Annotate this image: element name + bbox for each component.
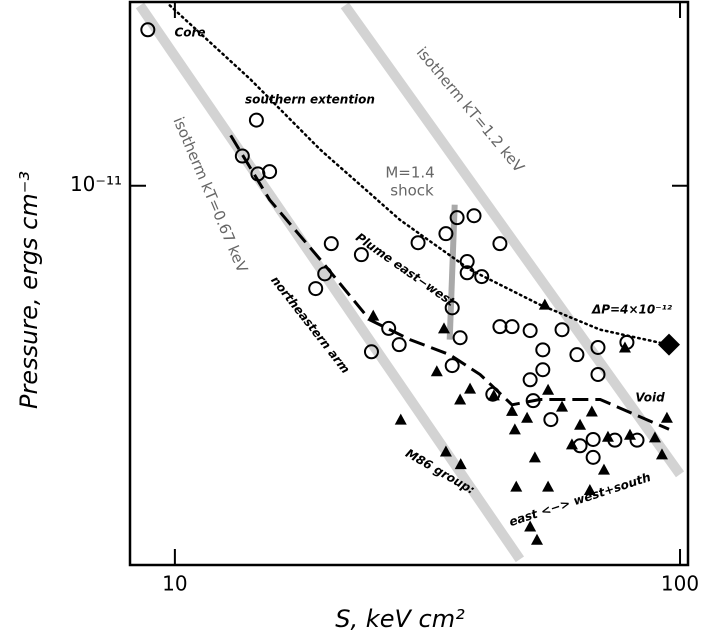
point bbox=[508, 423, 521, 435]
point bbox=[535, 342, 551, 358]
x-axis-label: S, keV cm² bbox=[335, 605, 465, 633]
annotation: isotherm kT=0.67 keV bbox=[169, 114, 251, 276]
annotation: isotherm kT=1.2 keV bbox=[413, 43, 529, 176]
point bbox=[574, 418, 587, 430]
point bbox=[317, 266, 333, 282]
point bbox=[583, 483, 596, 495]
point bbox=[262, 164, 278, 180]
point bbox=[464, 382, 477, 394]
point bbox=[474, 269, 490, 285]
curve bbox=[340, 2, 685, 478]
point bbox=[525, 393, 541, 409]
point bbox=[410, 235, 426, 251]
annotation: Core bbox=[174, 26, 205, 40]
point bbox=[308, 281, 324, 297]
point bbox=[459, 254, 475, 270]
point bbox=[437, 322, 450, 334]
point bbox=[524, 520, 537, 532]
point bbox=[449, 210, 465, 226]
point bbox=[140, 22, 156, 38]
point bbox=[444, 300, 460, 316]
point bbox=[248, 112, 264, 128]
point bbox=[391, 337, 407, 353]
point bbox=[367, 309, 380, 321]
point bbox=[618, 341, 631, 353]
x-tick-label: 10 bbox=[162, 572, 187, 596]
point bbox=[459, 265, 475, 281]
point bbox=[660, 411, 673, 423]
curve bbox=[446, 204, 458, 340]
annotation: M=1.4 bbox=[385, 164, 434, 182]
annotation: ΔP=4×10⁻¹² bbox=[591, 303, 673, 317]
point bbox=[623, 428, 636, 440]
point bbox=[492, 319, 508, 335]
curve bbox=[168, 4, 671, 346]
annotation: shock bbox=[390, 182, 434, 200]
point bbox=[655, 448, 668, 460]
point bbox=[554, 322, 570, 338]
point bbox=[569, 347, 585, 363]
point bbox=[353, 247, 369, 263]
point bbox=[452, 330, 468, 346]
point bbox=[381, 320, 397, 336]
annotation: M86 group: bbox=[403, 446, 477, 497]
point bbox=[510, 480, 523, 492]
point bbox=[430, 365, 443, 377]
point bbox=[492, 236, 508, 252]
point bbox=[487, 389, 500, 401]
annotation: Plume east−west bbox=[353, 230, 458, 310]
point bbox=[585, 431, 601, 447]
point bbox=[439, 445, 452, 457]
point bbox=[590, 366, 606, 382]
point bbox=[466, 208, 482, 224]
point bbox=[565, 438, 578, 450]
point bbox=[522, 323, 538, 339]
point bbox=[542, 383, 555, 395]
point bbox=[454, 458, 467, 470]
point bbox=[485, 386, 501, 402]
point bbox=[454, 393, 467, 405]
point bbox=[601, 430, 614, 442]
point bbox=[585, 449, 601, 465]
point bbox=[556, 400, 569, 412]
point bbox=[658, 333, 681, 356]
point bbox=[528, 451, 541, 463]
point bbox=[597, 463, 610, 475]
annotation: southern extention bbox=[245, 93, 375, 107]
plot-frame bbox=[128, 0, 690, 567]
point bbox=[538, 298, 551, 310]
point bbox=[438, 226, 454, 242]
curve bbox=[229, 134, 670, 431]
point bbox=[363, 344, 379, 360]
x-tick-label: 100 bbox=[661, 572, 699, 596]
point bbox=[323, 236, 339, 252]
point bbox=[504, 319, 520, 335]
point bbox=[629, 432, 645, 448]
point bbox=[590, 339, 606, 355]
y-axis-label: Pressure, ergs cm⁻³ bbox=[15, 171, 43, 409]
point bbox=[234, 148, 250, 164]
annotation: east <−> west+south bbox=[507, 470, 652, 529]
annotation: Void bbox=[635, 391, 665, 405]
point bbox=[542, 480, 555, 492]
point bbox=[648, 431, 661, 443]
point bbox=[394, 413, 407, 425]
point bbox=[530, 533, 543, 545]
point bbox=[521, 411, 534, 423]
plot-area bbox=[135, 2, 685, 563]
point bbox=[535, 362, 551, 378]
y-tick-label: 10⁻¹¹ bbox=[70, 172, 122, 196]
point bbox=[506, 404, 519, 416]
point bbox=[543, 412, 559, 428]
point bbox=[522, 372, 538, 388]
point bbox=[585, 405, 598, 417]
point bbox=[444, 358, 460, 374]
